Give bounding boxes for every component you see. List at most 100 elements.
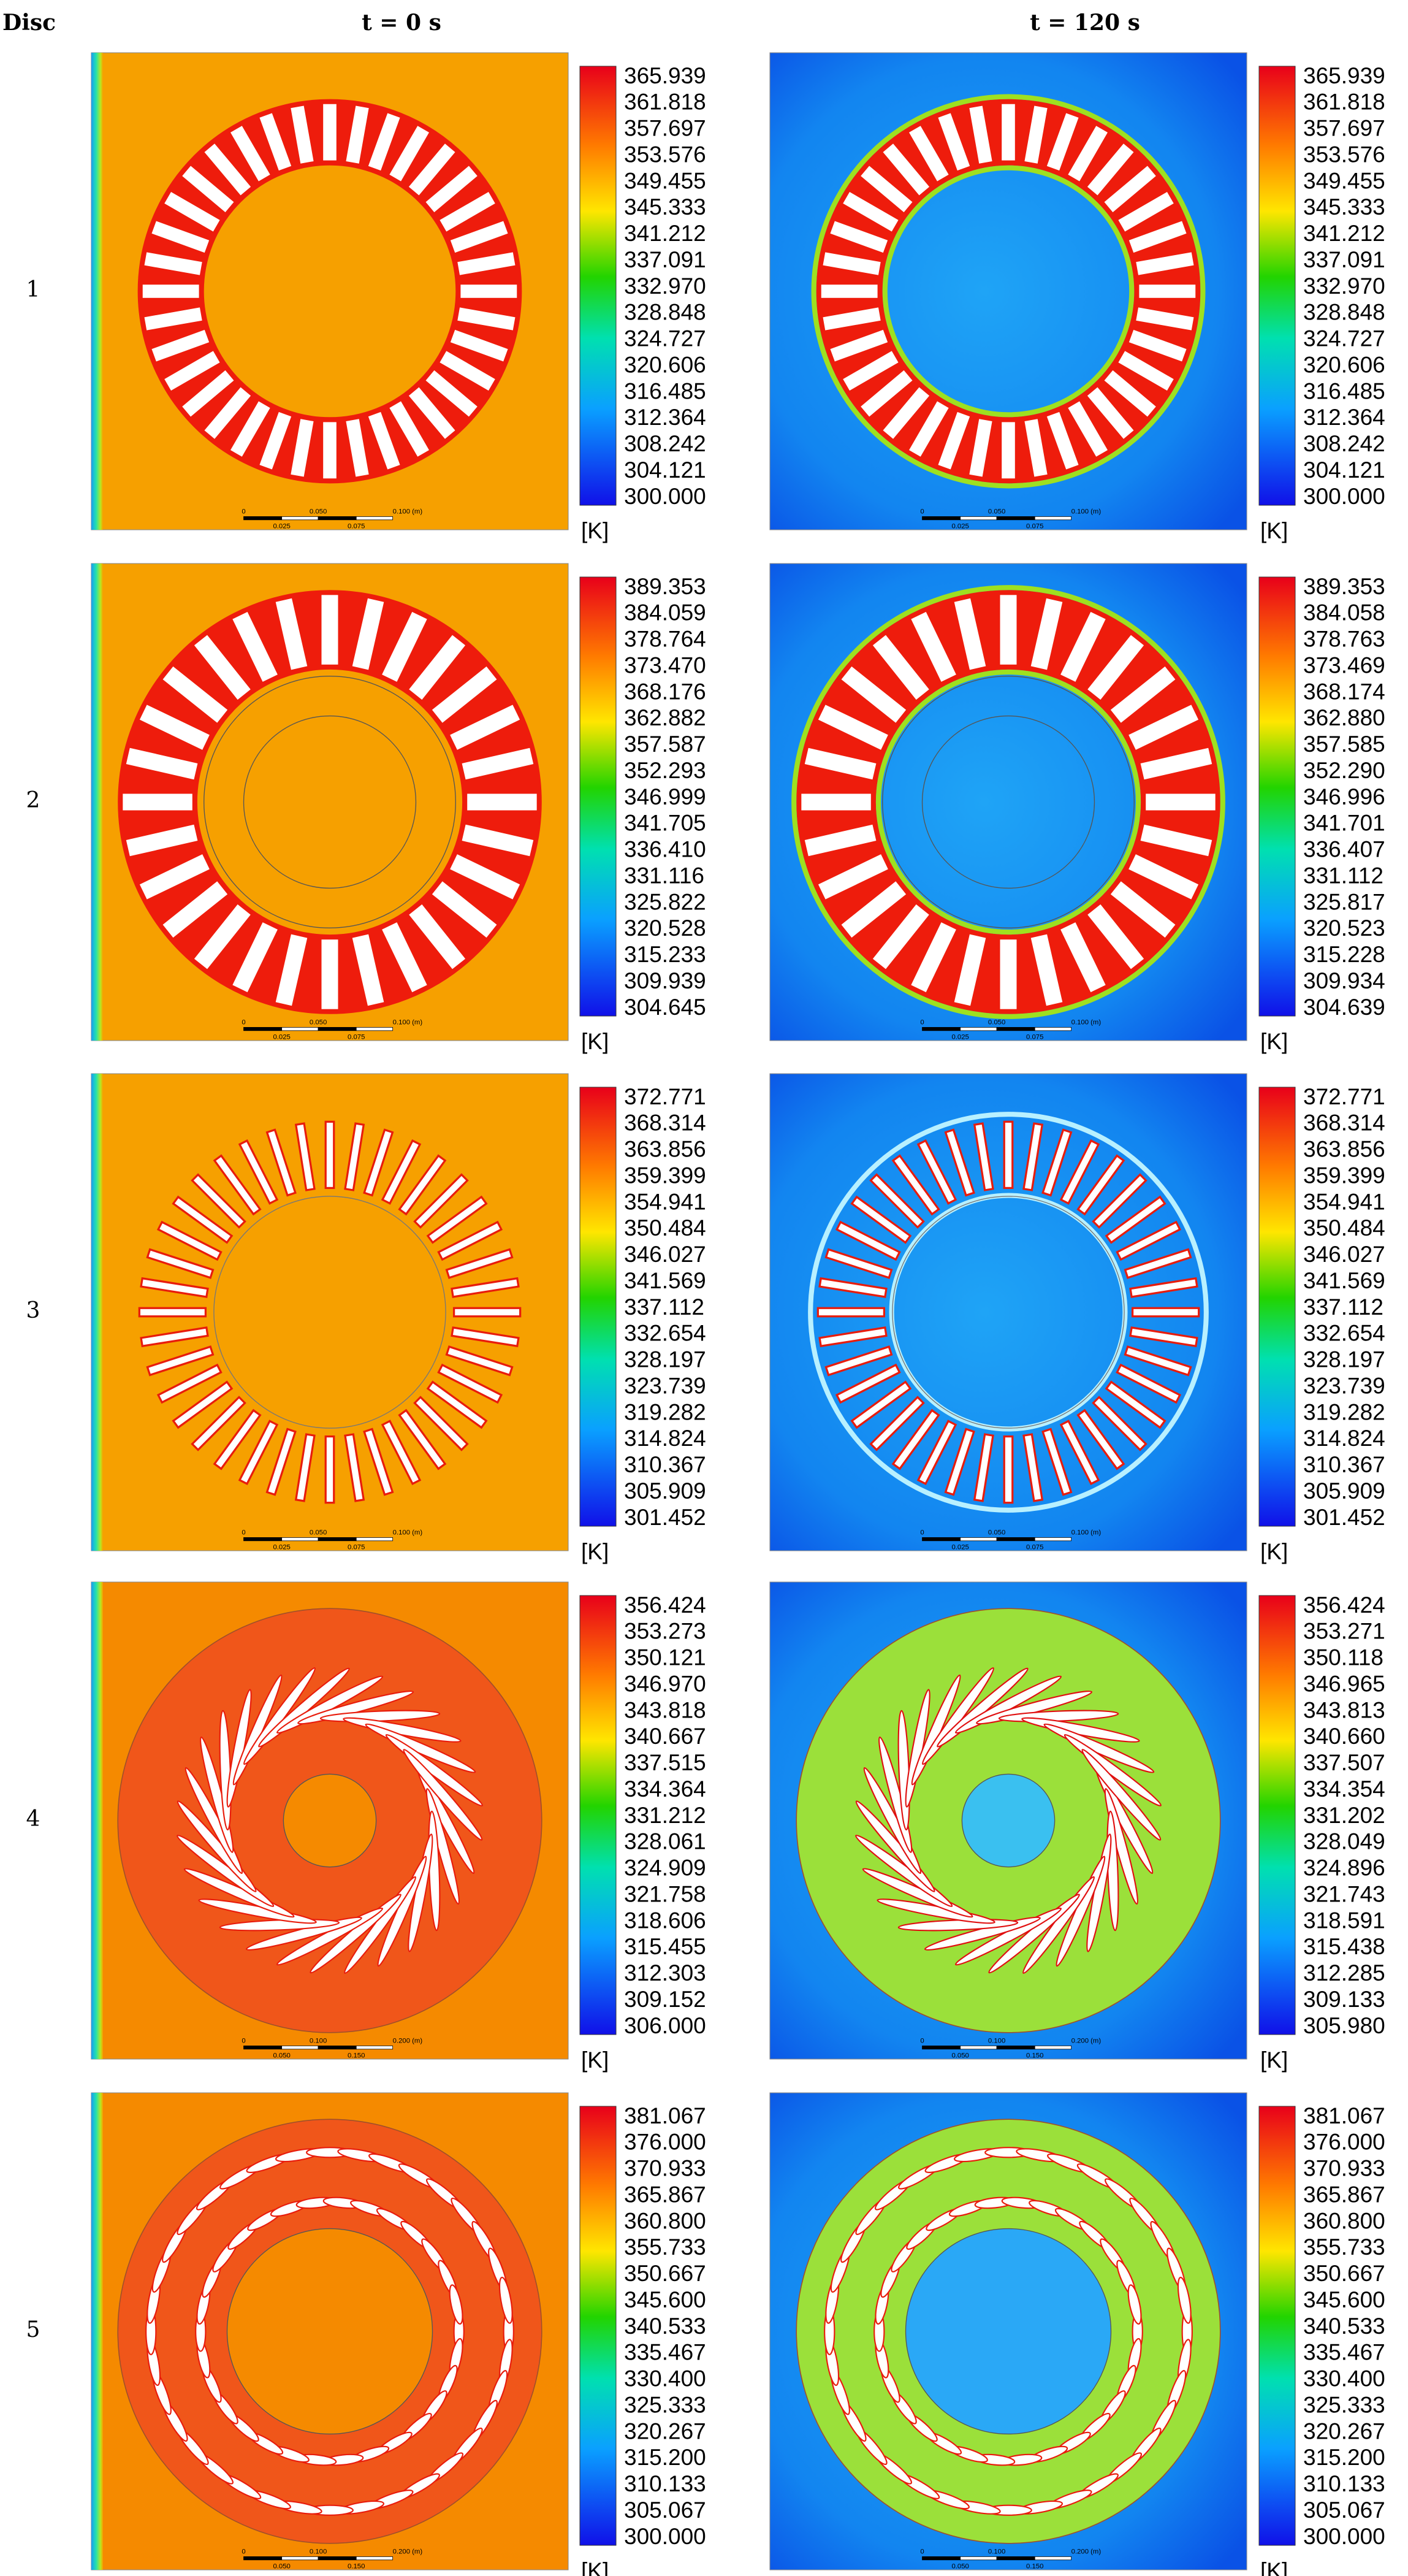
colorbar-label: 373.469	[1303, 652, 1385, 678]
scale-label: 0.150	[348, 2052, 365, 2060]
slot	[1124, 1248, 1192, 1279]
slot	[151, 221, 210, 253]
scale-bar-segment	[922, 2556, 961, 2561]
scale-bar-segment	[318, 2556, 357, 2561]
slot	[1129, 1277, 1198, 1298]
colorbar-label: 384.058	[1303, 600, 1385, 625]
colorbar-label: 331.202	[1303, 1803, 1385, 1828]
slot	[1046, 113, 1079, 171]
hub	[204, 676, 456, 928]
colorbar-label: 352.290	[1303, 758, 1385, 783]
slot	[1041, 1428, 1073, 1496]
slot	[1128, 329, 1187, 362]
slot	[413, 1173, 469, 1229]
colorbar-label: 346.965	[1303, 1671, 1385, 1696]
colorbar-label: 345.600	[624, 2287, 706, 2312]
slot	[1104, 166, 1156, 213]
colorbar-label: 350.484	[624, 1215, 706, 1240]
scale-label: 0.075	[1026, 523, 1043, 530]
slot	[382, 611, 427, 682]
colorbar-label: 365.867	[1303, 2182, 1385, 2207]
scale-bar-segment	[281, 2556, 319, 2561]
slot	[259, 113, 292, 171]
colorbar-label: 346.999	[624, 784, 706, 809]
ring-edge	[892, 1196, 1125, 1429]
slot	[151, 329, 210, 362]
slot	[1000, 939, 1017, 1009]
slot	[232, 611, 278, 682]
colorbar-label: 330.400	[624, 2366, 706, 2391]
colorbar-label: 331.116	[624, 863, 704, 888]
colorbar-label: 346.996	[1303, 784, 1385, 809]
slot	[182, 166, 234, 213]
slot	[213, 1408, 262, 1470]
colorbar-label: 365.867	[624, 2182, 706, 2207]
slot	[123, 793, 192, 811]
colorbar-label: 306.000	[624, 2013, 706, 2038]
scale-bar-segment	[243, 2045, 283, 2050]
slot	[824, 1248, 893, 1279]
scale-bar-segment	[922, 1537, 961, 1542]
scale-label: 0.025	[951, 1544, 968, 1551]
vane	[449, 2284, 463, 2325]
slot	[344, 1433, 365, 1502]
slot	[938, 411, 970, 470]
colorbar-label: 314.824	[1303, 1426, 1385, 1451]
slot	[1060, 922, 1106, 993]
colorbar-label: 360.800	[624, 2208, 706, 2233]
colorbar-label: 336.407	[1303, 837, 1385, 862]
colorbar-label: 309.934	[1303, 968, 1385, 993]
colorbar-label: 324.909	[624, 1856, 706, 1881]
colorbar-label: 341.705	[624, 811, 706, 836]
colorbar-label: 340.660	[1303, 1724, 1385, 1749]
scale-label: 0.050	[988, 1019, 1005, 1026]
colorbar	[579, 1595, 617, 2035]
slot	[451, 1326, 520, 1348]
slot	[230, 401, 270, 457]
colorbar-label: 312.285	[1303, 1960, 1385, 1986]
slot	[146, 1345, 215, 1377]
scale-label: 0.050	[310, 1529, 327, 1536]
scale-label: 0.025	[273, 1544, 290, 1551]
colorbar-label: 321.743	[1303, 1881, 1385, 1906]
colorbar-label: 320.267	[624, 2418, 706, 2444]
scale-bar-segment	[356, 1026, 394, 1031]
colorbar-label: 300.000	[624, 2524, 706, 2549]
vane	[403, 1749, 483, 1841]
scale-label: 0.100	[988, 2548, 1005, 2555]
slot	[818, 705, 888, 750]
colorbar-label: 312.303	[624, 1960, 706, 1986]
slot	[232, 922, 278, 993]
colorbar-label: 340.667	[624, 1724, 706, 1749]
slot	[457, 307, 516, 331]
colorbar-label: 334.354	[1303, 1776, 1385, 1802]
hub	[283, 1773, 377, 1868]
scale-bar-segment	[281, 516, 319, 521]
slot	[850, 1195, 912, 1244]
slot	[1092, 1173, 1147, 1229]
colorbar-unit: [K]	[581, 2558, 609, 2576]
scale-label: 0.050	[273, 2052, 290, 2060]
slot	[408, 387, 455, 439]
slot	[841, 666, 907, 723]
scale-bar-segment	[1034, 1026, 1072, 1031]
slot	[238, 1420, 279, 1486]
slot	[1105, 1195, 1166, 1244]
contour-panel: 0 0.050 0.100 (m) 0.025 0.075	[769, 1073, 1247, 1551]
colorbar-label: 350.121	[624, 1645, 706, 1670]
slot	[389, 126, 429, 182]
vane	[1127, 2284, 1142, 2325]
colorbar-label: 336.410	[624, 837, 706, 862]
colorbar-label: 315.233	[624, 942, 706, 967]
colorbar-label: 353.271	[1303, 1619, 1385, 1644]
colorbar-label: 365.939	[1303, 63, 1385, 88]
scale-label: 0.100 (m)	[393, 1019, 423, 1026]
slot	[146, 1248, 215, 1279]
colorbar-label: 315.200	[624, 2445, 706, 2470]
colorbar-label: 357.697	[624, 116, 706, 141]
colorbar-label: 376.000	[1303, 2130, 1385, 2155]
slot	[1118, 192, 1174, 232]
slot	[462, 824, 534, 857]
scale-bar-segment	[996, 516, 1035, 521]
scale-bar-segment	[1034, 2556, 1072, 2561]
